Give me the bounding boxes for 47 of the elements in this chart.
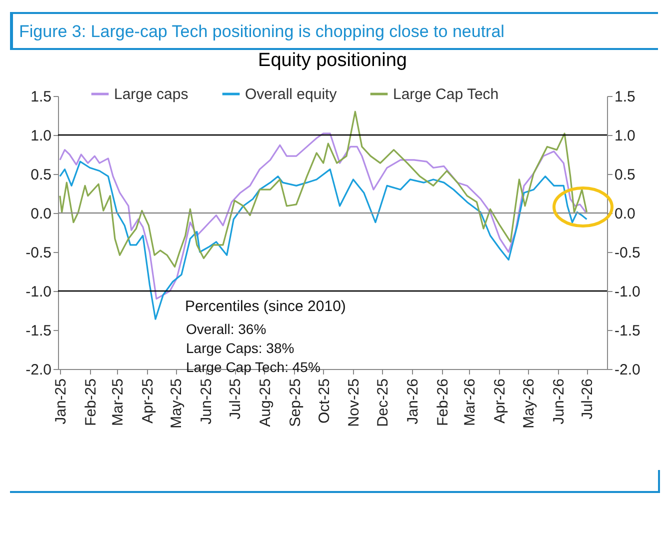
x-tick-label: Sep-25 [286,378,304,427]
y2-tick-label: -0.5 [614,244,640,262]
y-tick-label: 1.0 [30,128,52,144]
legend-label: Large caps [114,86,188,103]
chart-subtitle: Equity positioning [258,50,407,71]
x-tick-label: Mar-26 [462,378,479,426]
x-tick-label: Apr-26 [491,378,508,424]
x-tick-label: Apr-25 [139,378,156,424]
x-tick-label: Jun-26 [550,378,568,424]
y-tick-label: -1.0 [26,284,52,300]
legend-label: Overall equity [245,86,338,103]
x-tick-label: May-26 [520,378,538,429]
x-tick-label: Feb-26 [434,378,452,426]
x-tick-label: Jul-25 [227,378,244,420]
chart-title: Figure 3: Large-cap Tech positioning is chopping close to neutral [10,12,658,50]
y-tick-label: -2.0 [26,362,52,378]
y2-tick-label: 1.0 [614,128,636,144]
x-tick-label: Jan-26 [404,378,422,424]
y-tick-label: 0.5 [30,166,52,184]
y2-tick-label: 0.0 [614,206,636,222]
legend-label: Large Cap Tech [393,86,499,103]
y2-tick-label: 1.5 [614,88,636,106]
x-tick-label: Dec-25 [374,378,392,427]
annotation: Overall: 36% [186,321,266,337]
line-series [59,110,588,268]
y-tick-label: 1.5 [30,88,52,106]
y-tick-label: 0.0 [30,206,52,222]
x-tick-label: May-25 [168,378,186,429]
y2-tick-label: -1.5 [614,322,640,340]
y2-tick-label: -1.0 [614,284,640,300]
x-tick-label: Nov-25 [346,378,363,427]
x-tick-label: Oct-25 [316,378,333,424]
y-tick-label: -0.5 [26,244,52,262]
y-tick-label: -1.5 [26,322,52,340]
line-series [59,132,587,300]
y2-tick-label: 0.5 [614,166,636,184]
annotation: Percentiles (since 2010) [185,298,346,315]
x-tick-label: Feb-25 [82,378,100,426]
line-series [59,160,588,320]
x-tick-label: Mar-25 [109,378,126,426]
x-tick-label: Jun-25 [198,378,216,424]
x-tick-label: Jan-25 [52,378,70,424]
annotation: Large Cap Tech: 45% [186,359,320,375]
x-tick-label: Aug-25 [256,378,274,427]
annotation: Large Caps: 38% [186,340,294,356]
x-tick-label: Jul-26 [579,378,596,420]
y2-tick-label: -2.0 [614,362,640,378]
